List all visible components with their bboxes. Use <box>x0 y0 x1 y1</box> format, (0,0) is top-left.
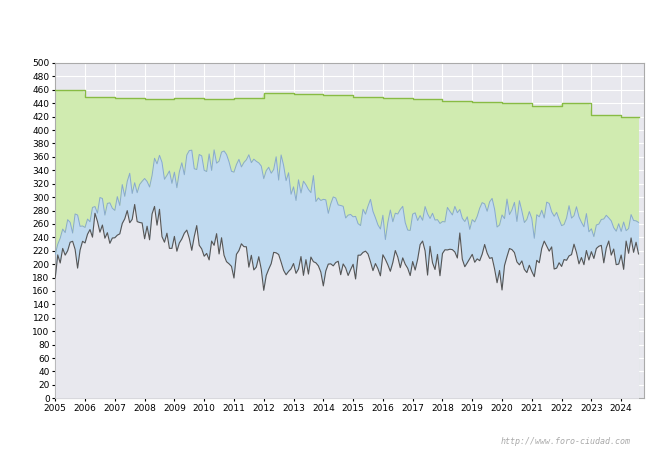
Text: Palomas - Evolucion de la poblacion en edad de Trabajar Agosto de 2024: Palomas - Evolucion de la poblacion en e… <box>82 23 568 36</box>
Text: http://www.foro-ciudad.com: http://www.foro-ciudad.com <box>500 436 630 446</box>
